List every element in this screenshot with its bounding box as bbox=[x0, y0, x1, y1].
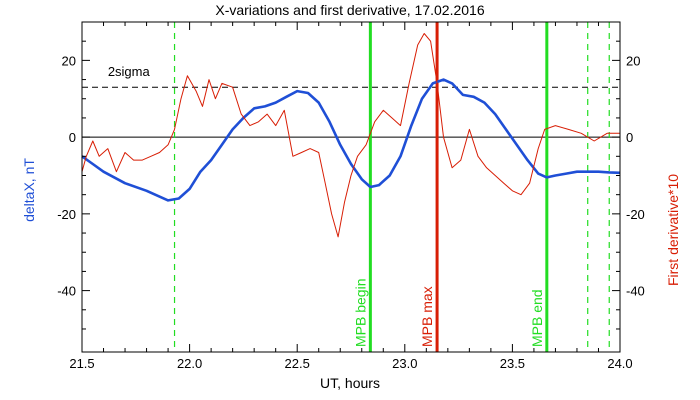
y-tick-label-right-0: 20 bbox=[626, 53, 640, 68]
y-tick-label-right-3: -40 bbox=[626, 284, 645, 299]
plot-area: 2sigma MPB begin MPB max MPB end 21.5 22.0 22.… bbox=[57, 21, 645, 371]
marker-label-3: MPB end bbox=[529, 289, 545, 347]
x-axis-label: UT, hours bbox=[320, 375, 380, 391]
plot-frame bbox=[81, 21, 621, 353]
y-tick-label-left-0: 20 bbox=[62, 53, 76, 68]
x-tick-label-0: 21.5 bbox=[69, 356, 94, 371]
y-tick-label-right-1: 0 bbox=[626, 130, 633, 145]
x-tick-label-2: 22.5 bbox=[285, 356, 310, 371]
x-tick-label-3: 23.0 bbox=[392, 356, 417, 371]
y-tick-label-left-3: -40 bbox=[57, 284, 76, 299]
marker-label-1: MPB begin bbox=[352, 279, 368, 347]
x-tick-label-5: 24.0 bbox=[607, 356, 632, 371]
series-line-0 bbox=[81, 78, 621, 202]
series-line-1 bbox=[81, 33, 620, 238]
y-axis-label-right: First derivative*10 bbox=[665, 174, 681, 286]
y-tick-label-right-2: -20 bbox=[626, 207, 645, 222]
x-tick-label-4: 23.5 bbox=[500, 356, 525, 371]
chart-title: X-variations and first derivative, 17.02… bbox=[215, 2, 484, 18]
y-axis-label-left: deltaX, nT bbox=[21, 158, 37, 222]
threshold-label: 2sigma bbox=[108, 64, 151, 79]
x-tick-label-1: 22.0 bbox=[177, 356, 202, 371]
marker-label-2: MPB max bbox=[419, 286, 435, 347]
y-tick-label-left-2: -20 bbox=[57, 207, 76, 222]
y-tick-label-left-1: 0 bbox=[69, 130, 76, 145]
